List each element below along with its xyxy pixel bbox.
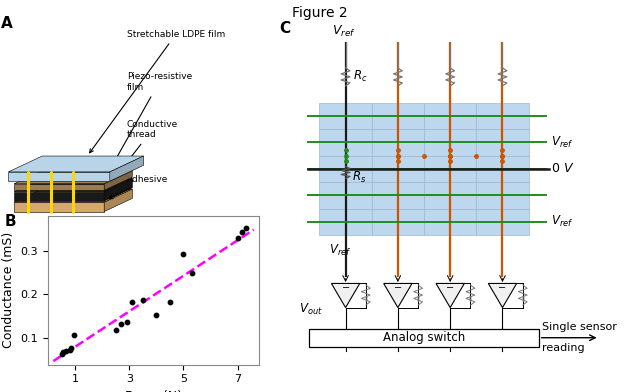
Text: $0\ V$: $0\ V$	[550, 162, 574, 175]
Point	[186, 270, 196, 277]
Text: −: −	[499, 283, 506, 293]
Point	[56, 350, 67, 357]
Polygon shape	[14, 189, 132, 202]
Bar	[319, 209, 372, 235]
Bar	[476, 156, 529, 182]
Polygon shape	[488, 283, 516, 308]
Bar	[424, 182, 476, 209]
Polygon shape	[14, 171, 132, 184]
Text: $R_s$: $R_s$	[352, 171, 367, 185]
Polygon shape	[14, 192, 104, 201]
Y-axis label: Conductance (mS): Conductance (mS)	[2, 232, 15, 348]
Bar	[319, 156, 372, 182]
Point	[237, 229, 247, 235]
Text: Single sensor: Single sensor	[542, 322, 617, 332]
Text: $R_c$: $R_c$	[353, 69, 367, 84]
Text: $V_{out}$: $V_{out}$	[299, 301, 323, 317]
Bar	[372, 103, 424, 129]
Point	[65, 347, 75, 353]
Point	[164, 299, 175, 305]
Text: −: −	[342, 283, 349, 293]
Polygon shape	[104, 189, 132, 212]
Point	[138, 297, 148, 303]
Text: Adhesive: Adhesive	[109, 175, 168, 199]
Polygon shape	[104, 178, 132, 201]
Text: B: B	[5, 214, 17, 229]
Point	[111, 327, 121, 334]
Bar	[372, 209, 424, 235]
Point	[68, 332, 79, 338]
Bar	[424, 156, 476, 182]
Text: −: −	[446, 283, 454, 293]
Bar	[309, 328, 539, 347]
Text: Conductive
thread: Conductive thread	[108, 120, 178, 187]
Bar	[476, 182, 529, 209]
Bar	[476, 129, 529, 156]
Polygon shape	[332, 283, 360, 308]
Text: $V_{ref}$: $V_{ref}$	[332, 24, 356, 39]
Point	[61, 347, 71, 354]
Polygon shape	[8, 172, 110, 181]
Bar	[319, 182, 372, 209]
Text: −: −	[394, 283, 402, 293]
Text: A: A	[1, 16, 12, 31]
Bar	[424, 209, 476, 235]
Polygon shape	[384, 283, 412, 308]
Point	[122, 318, 132, 325]
Polygon shape	[14, 184, 104, 191]
Point	[116, 321, 126, 327]
Bar	[372, 182, 424, 209]
Text: Analog switch: Analog switch	[383, 331, 465, 344]
Bar	[319, 103, 372, 129]
Polygon shape	[436, 283, 465, 308]
Point	[127, 299, 137, 305]
Point	[58, 349, 68, 356]
Point	[66, 345, 76, 351]
Polygon shape	[8, 156, 143, 172]
Bar	[319, 129, 372, 156]
Polygon shape	[14, 202, 104, 212]
Bar	[424, 129, 476, 156]
Bar	[476, 103, 529, 129]
Polygon shape	[110, 156, 143, 181]
Text: $V_{ref}$: $V_{ref}$	[550, 214, 573, 229]
Point	[151, 312, 161, 318]
Text: reading: reading	[542, 343, 585, 353]
Bar	[372, 156, 424, 182]
Point	[232, 235, 243, 241]
Text: C: C	[279, 21, 290, 36]
Text: Figure 2: Figure 2	[292, 6, 348, 20]
Bar	[372, 129, 424, 156]
Point	[179, 250, 189, 257]
X-axis label: Force (N): Force (N)	[125, 390, 182, 392]
Text: $V_{ref}$: $V_{ref}$	[330, 243, 352, 258]
Text: $V_{ref}$: $V_{ref}$	[550, 135, 573, 150]
Text: Piezo-resistive
film: Piezo-resistive film	[108, 72, 192, 174]
Polygon shape	[104, 171, 132, 191]
Point	[241, 225, 251, 231]
Bar	[424, 103, 476, 129]
Polygon shape	[14, 178, 132, 192]
Text: Stretchable LDPE film: Stretchable LDPE film	[90, 30, 225, 153]
Bar	[476, 209, 529, 235]
